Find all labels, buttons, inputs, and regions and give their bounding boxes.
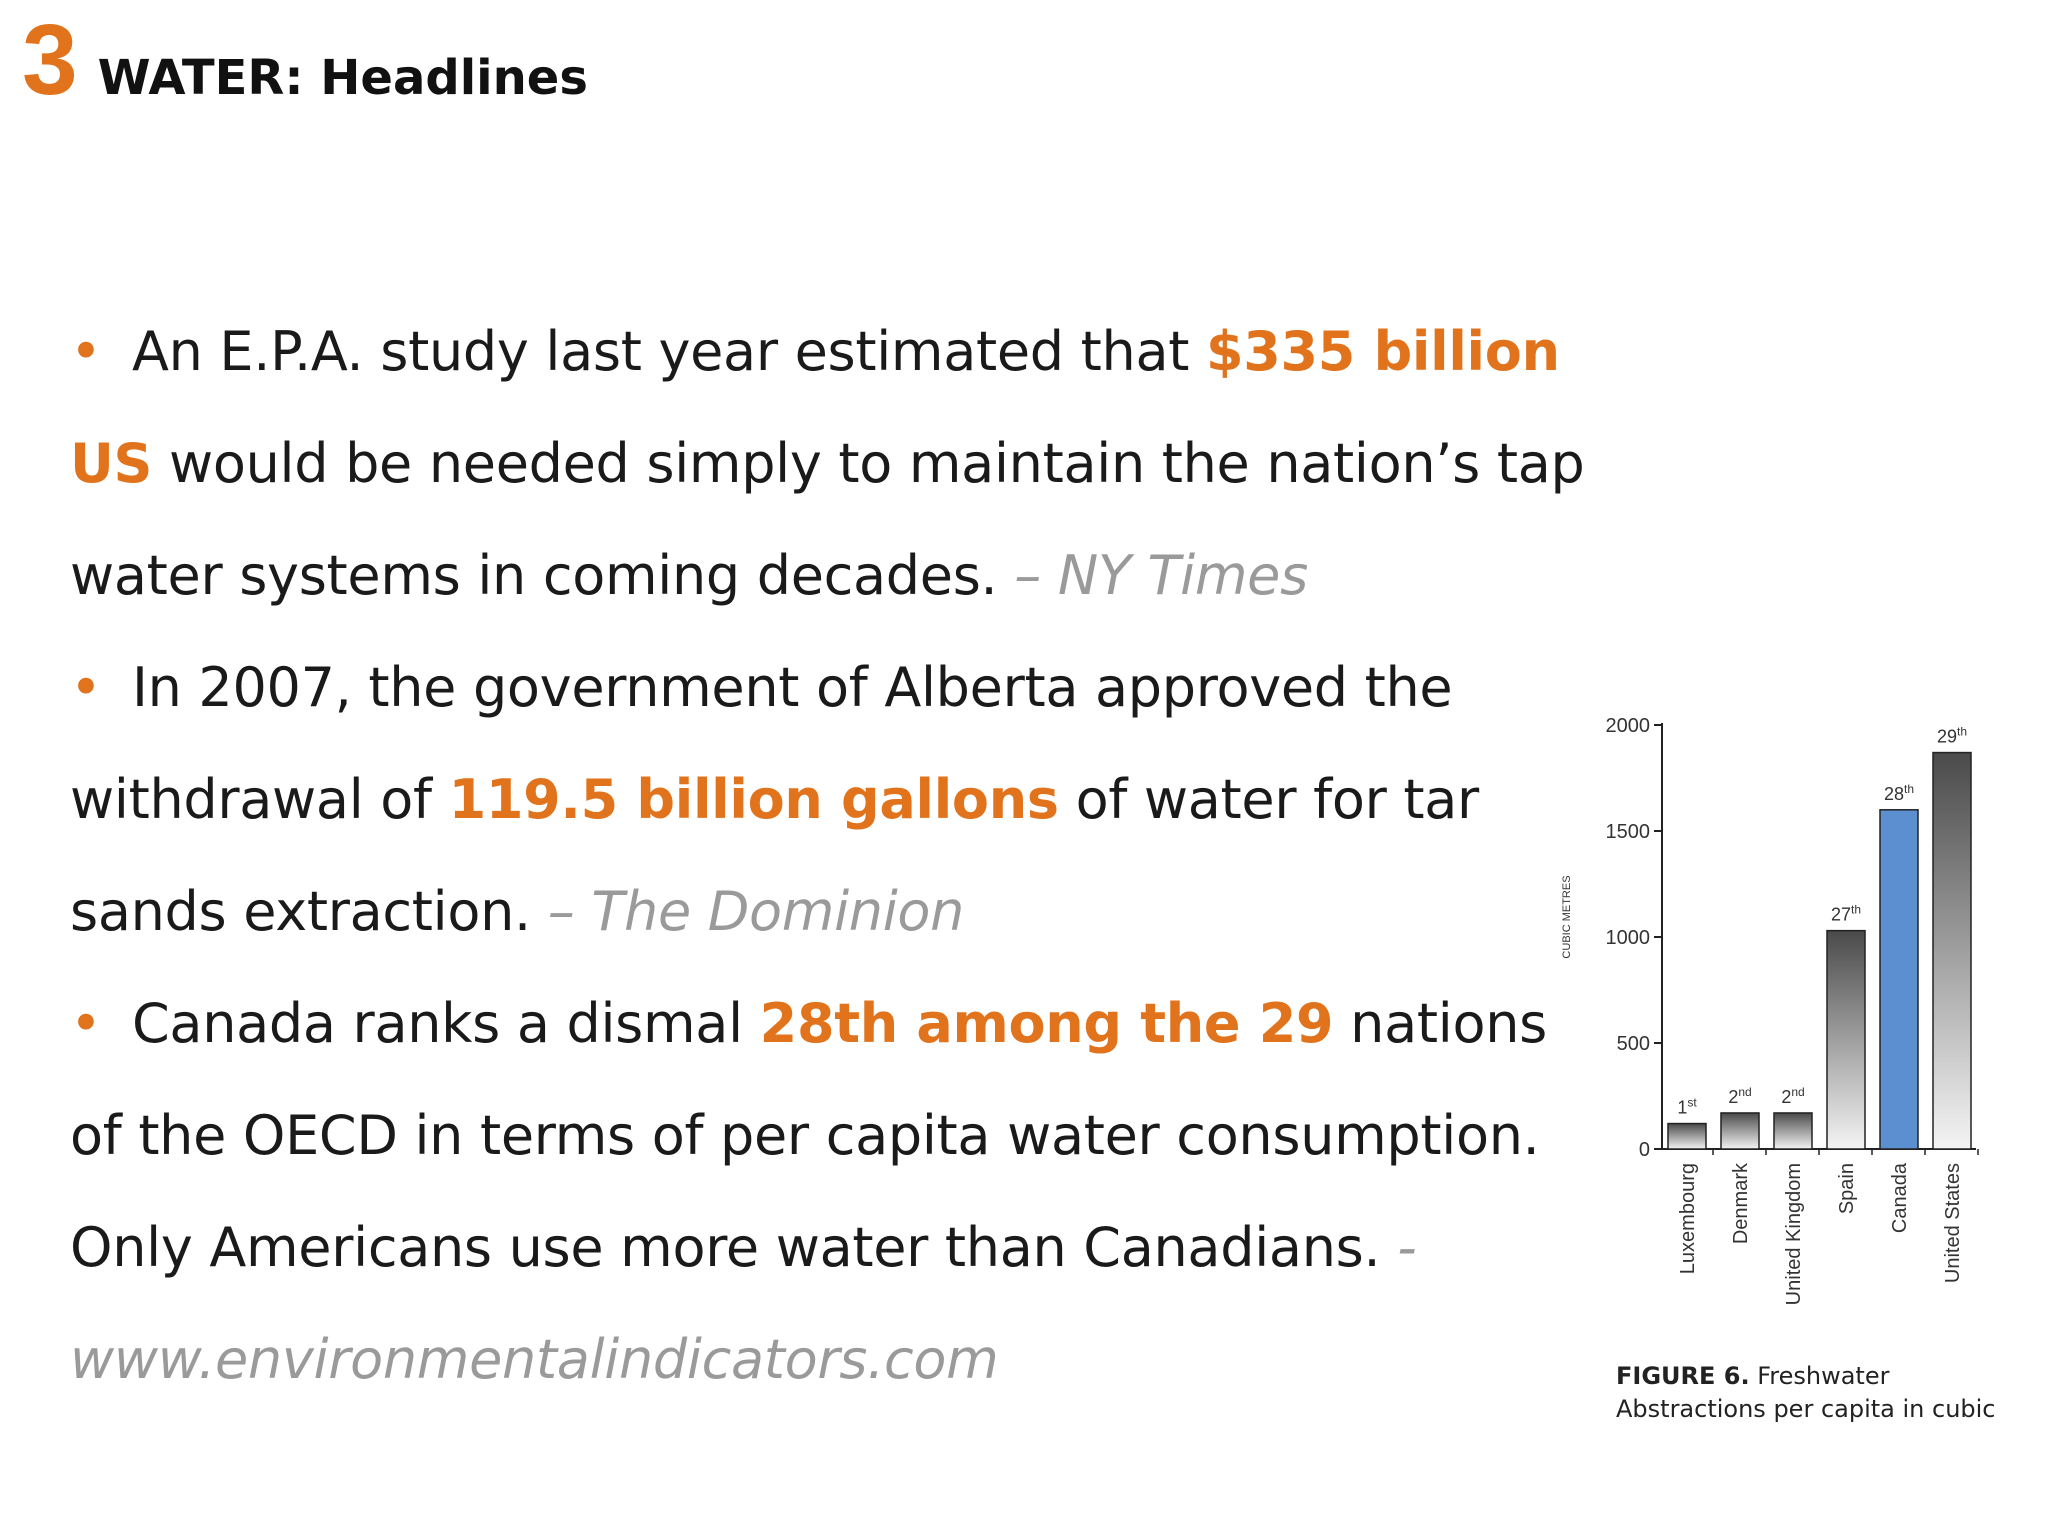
bullet-highlight: 28th among the 29 bbox=[759, 992, 1334, 1055]
slide-number: 3 bbox=[22, 4, 78, 116]
y-tick-label: 2000 bbox=[1606, 715, 1651, 737]
bullet-text: nations of the OECD in terms of per capi… bbox=[70, 992, 1547, 1279]
y-tick-label: 1000 bbox=[1606, 927, 1651, 949]
bar bbox=[1932, 751, 1972, 1150]
x-tick-label: United States bbox=[1942, 1163, 1964, 1283]
y-tick-label: 0 bbox=[1639, 1139, 1650, 1161]
bullet-item: • Canada ranks a dismal 28th among the 29… bbox=[70, 968, 1590, 1416]
x-tick-label: Denmark bbox=[1730, 1162, 1752, 1244]
bullet-text: Canada ranks a dismal bbox=[132, 992, 760, 1055]
x-tick-label: Spain bbox=[1836, 1163, 1858, 1214]
bar-rank-label: 2nd bbox=[1781, 1085, 1804, 1107]
bullet-source: – The Dominion bbox=[547, 880, 965, 943]
bullet-text: of water for tar sands extraction. bbox=[70, 768, 1479, 943]
bar bbox=[1773, 1112, 1813, 1150]
bullet-text: In 2007, the government of Alberta appro… bbox=[70, 656, 1453, 831]
bar-chart: 0 500 1000 1500 2000 CUBIC METRES 1st Luxembour… bbox=[1561, 715, 1979, 1305]
y-axis-label: CUBIC METRES bbox=[1561, 875, 1573, 958]
bullet-source: – NY Times bbox=[1014, 544, 1308, 607]
slide-title: WATER: Headlines bbox=[97, 50, 588, 106]
bullet-highlight: 119.5 billion gallons bbox=[448, 768, 1059, 831]
bar-rank-label: 1st bbox=[1677, 1096, 1697, 1118]
figure-caption-text: Freshwater Abstractions per capita in cu… bbox=[1616, 1362, 1996, 1423]
bar bbox=[1720, 1112, 1760, 1150]
bar bbox=[1879, 809, 1919, 1150]
bullet-dot-icon: • bbox=[70, 992, 102, 1055]
figure-label: FIGURE 6. bbox=[1616, 1362, 1750, 1390]
bullet-text: would be needed simply to maintain the n… bbox=[70, 432, 1585, 607]
bar-rank-label: 28th bbox=[1884, 782, 1914, 804]
figure: 0 500 1000 1500 2000 CUBIC METRES 1st Luxembour… bbox=[1540, 715, 2000, 1435]
bar bbox=[1826, 929, 1866, 1150]
x-tick-label: United Kingdom bbox=[1783, 1163, 1805, 1305]
bar bbox=[1667, 1122, 1707, 1150]
bar-rank-label: 29th bbox=[1937, 725, 1967, 747]
figure-caption: FIGURE 6. Freshwater Abstractions per ca… bbox=[1616, 1360, 2006, 1426]
y-tick-label: 1500 bbox=[1606, 821, 1651, 843]
bullet-text: An E.P.A. study last year estimated that bbox=[132, 320, 1206, 383]
bullet-dot-icon: • bbox=[70, 320, 102, 383]
bullet-item: • In 2007, the government of Alberta appr… bbox=[70, 632, 1590, 968]
bar-rank-label: 2nd bbox=[1728, 1085, 1751, 1107]
x-tick-label: Canada bbox=[1889, 1162, 1911, 1233]
bullet-highlight: $335 billion US bbox=[70, 320, 1560, 495]
bullet-item: • An E.P.A. study last year estimated tha… bbox=[70, 296, 1590, 632]
bar-rank-label: 27th bbox=[1831, 903, 1861, 925]
bullet-list: • An E.P.A. study last year estimated tha… bbox=[70, 296, 1590, 1416]
bullet-source: - www.environmentalindicators.com bbox=[70, 1216, 1417, 1391]
x-tick-label: Luxembourg bbox=[1677, 1163, 1699, 1274]
y-tick-label: 500 bbox=[1617, 1033, 1650, 1055]
slide-header: 3 WATER: Headlines bbox=[22, 10, 588, 110]
bullet-dot-icon: • bbox=[70, 656, 102, 719]
